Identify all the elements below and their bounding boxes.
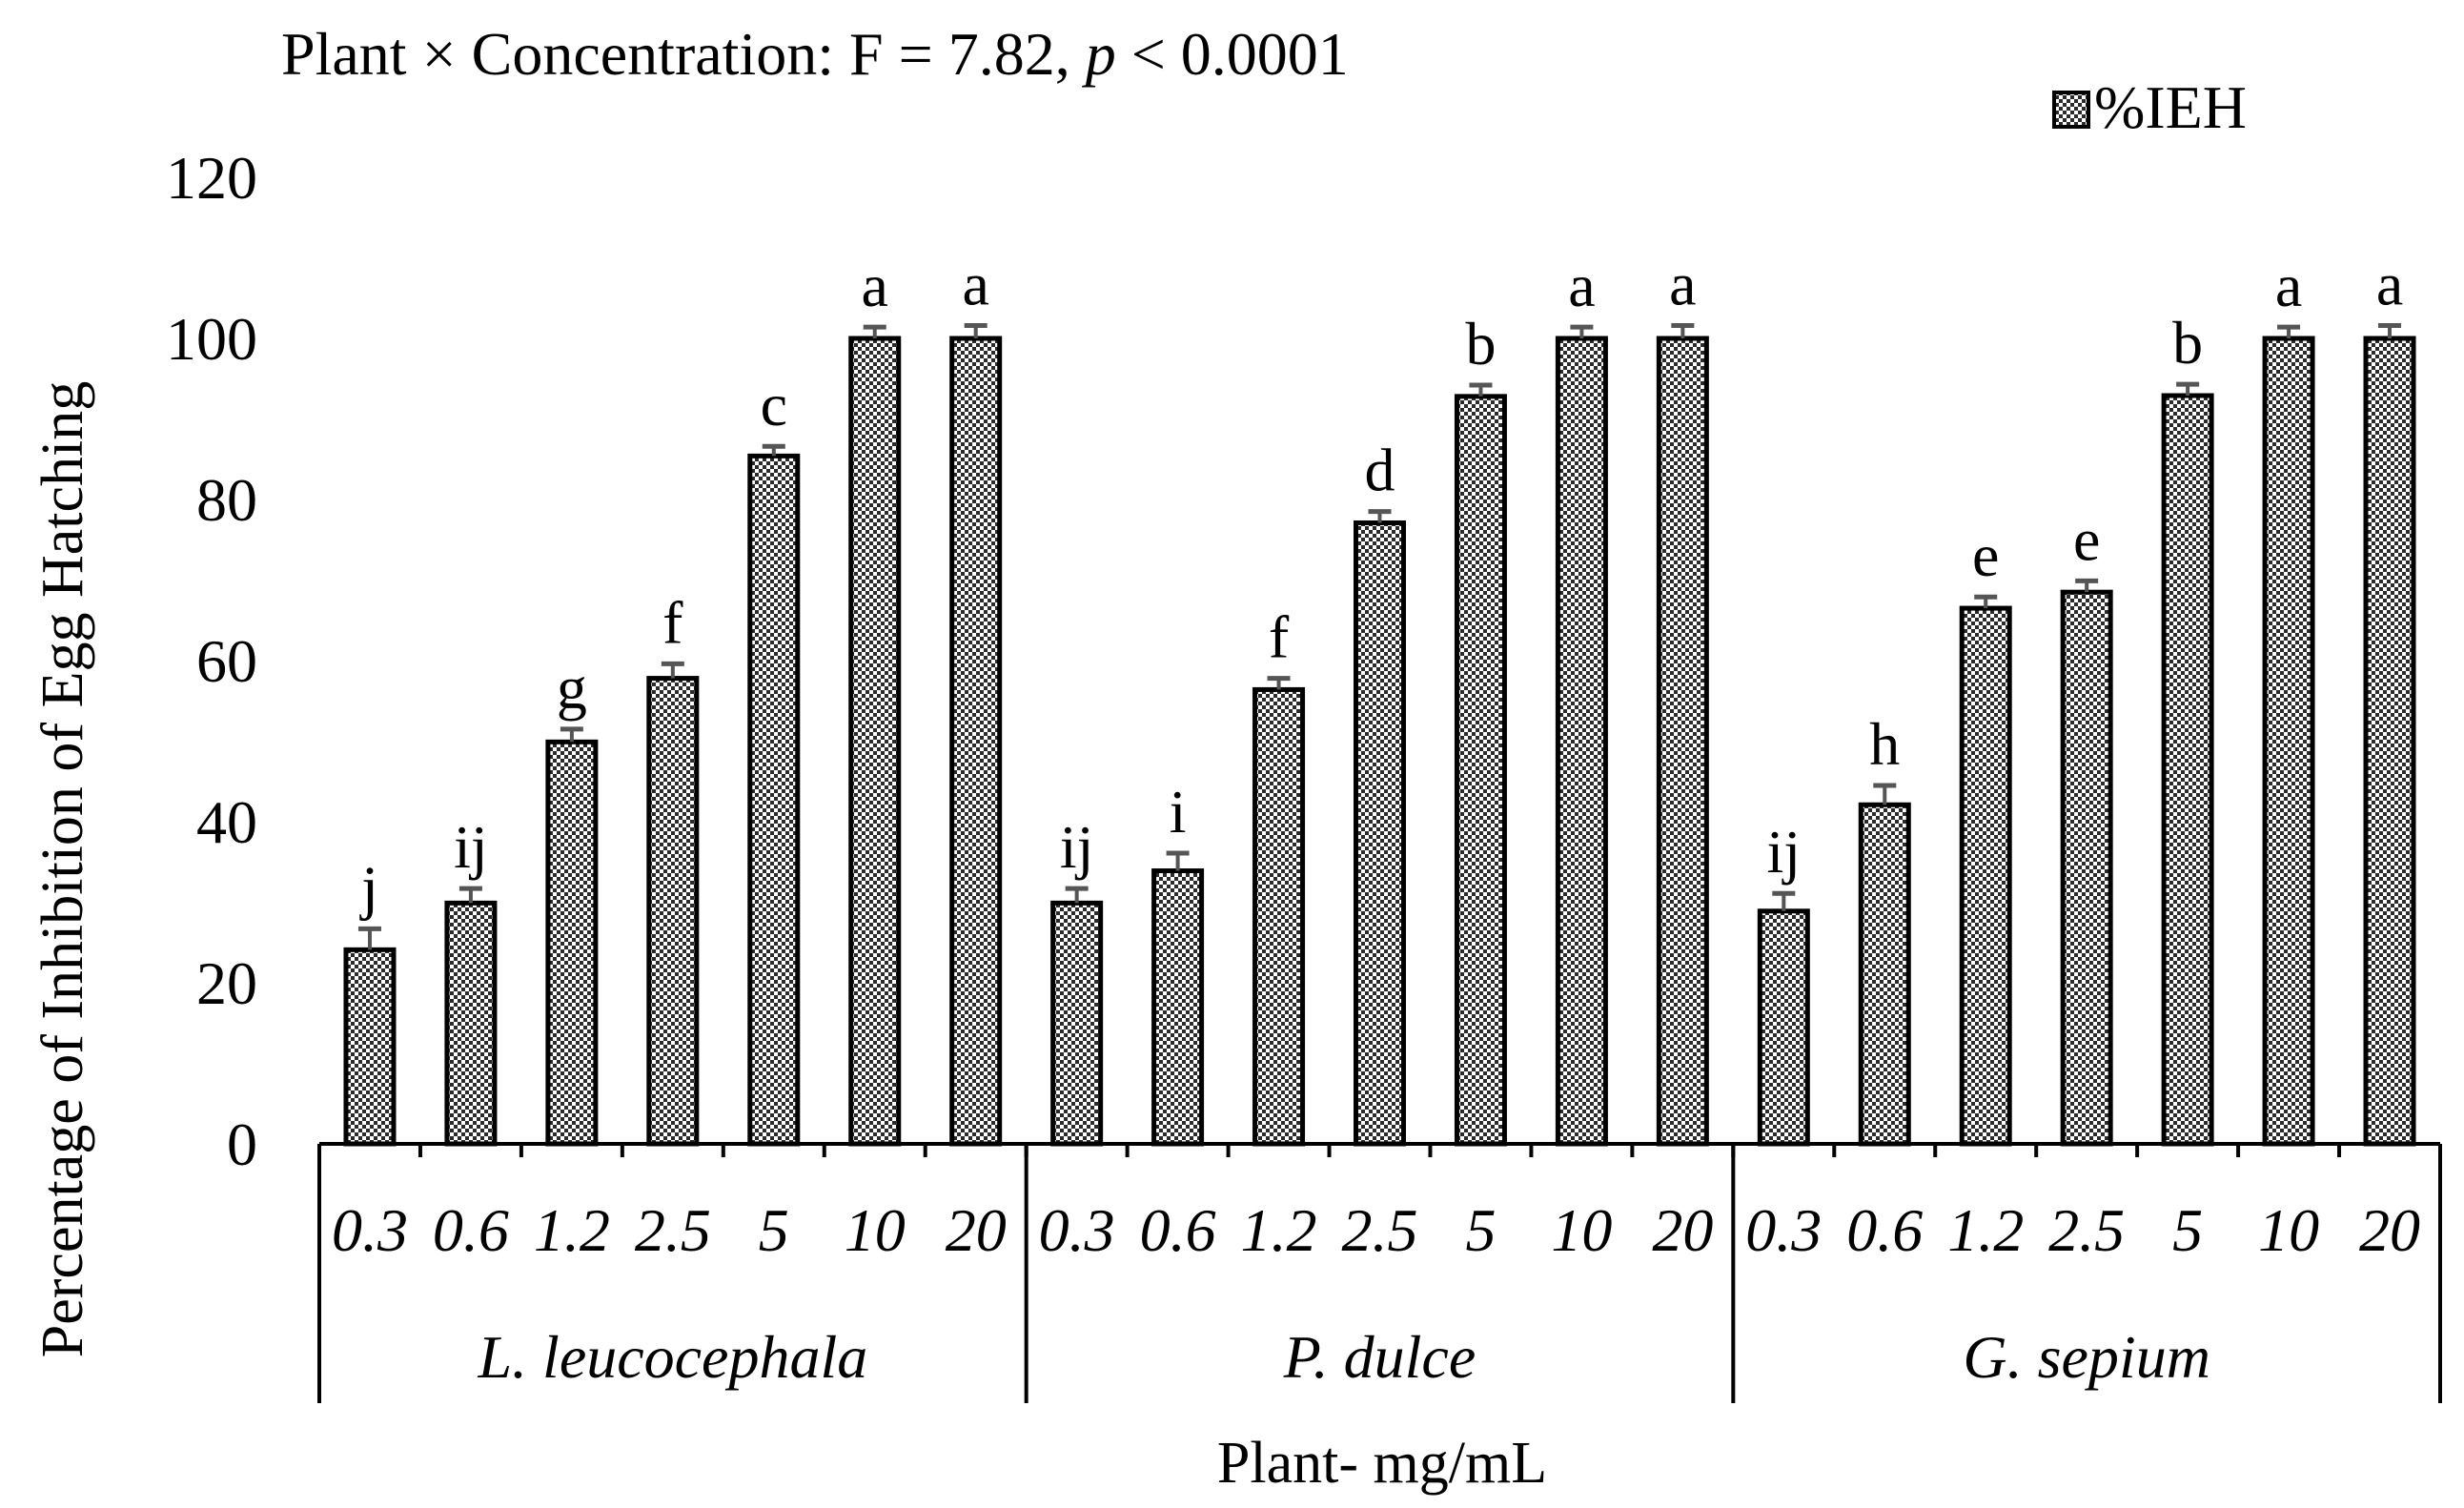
significance-letter: a <box>1669 250 1696 317</box>
significance-letter: d <box>1365 437 1395 504</box>
significance-letter: a <box>2376 250 2403 317</box>
y-tick-label: 0 <box>227 1111 257 1178</box>
significance-letter: a <box>2275 252 2302 319</box>
significance-letter: h <box>1869 710 1900 778</box>
x-tick-label: 1.2 <box>534 1196 610 1264</box>
x-tick-label: 5 <box>759 1196 789 1264</box>
x-tick-label: 20 <box>946 1196 1007 1264</box>
bar <box>1555 336 1608 1147</box>
x-tick-label: 2.5 <box>635 1196 711 1264</box>
significance-letter: a <box>862 252 888 319</box>
significance-letter: i <box>1170 778 1187 846</box>
bar <box>1656 336 1709 1147</box>
legend-label: %IEH <box>2094 73 2247 141</box>
y-tick-label: 20 <box>196 949 257 1017</box>
y-tick-label: 100 <box>166 305 257 373</box>
bar <box>2262 336 2315 1147</box>
chart-title-prefix: Plant × Concentration: F = 7.82, <box>281 20 1086 88</box>
bar <box>2060 589 2113 1147</box>
significance-letter: a <box>1568 252 1595 319</box>
x-tick-label: 10 <box>1551 1196 1612 1264</box>
bar <box>444 900 498 1147</box>
x-tick-label: 1.2 <box>1241 1196 1317 1264</box>
y-axis-ticks: 0 20 40 60 80 100 120 <box>166 144 257 1178</box>
y-tick-label: 80 <box>196 466 257 534</box>
bar <box>646 676 700 1147</box>
legend: %IEH <box>2052 73 2247 141</box>
x-tick-label: 20 <box>2359 1196 2420 1264</box>
significance-letter: ij <box>1767 818 1802 886</box>
y-tick-label: 120 <box>166 144 257 212</box>
x-axis: 0.3 0.6 1.2 2.5 5 10 20 L. leucocephala 0.3 0.6 1.… <box>317 1142 2442 1403</box>
bar <box>1050 900 1104 1147</box>
significance-letter: c <box>761 371 787 438</box>
group-label: G. sepium <box>1963 1323 2210 1391</box>
x-tick-label: 5 <box>2172 1196 2203 1264</box>
x-axis-label: Plant- mg/mL <box>1217 1431 1547 1496</box>
x-tick-label: 2.5 <box>2048 1196 2125 1264</box>
x-tick-label: 0.3 <box>1039 1196 1115 1264</box>
bar <box>1252 686 1306 1147</box>
chart-title-suffix: < 0.0001 <box>1116 20 1349 88</box>
x-tick-label: 0.6 <box>1846 1196 1923 1264</box>
y-tick-label: 60 <box>196 627 257 695</box>
significance-letter: ij <box>1060 813 1094 881</box>
significance-letter: b <box>1465 310 1496 377</box>
bar <box>1151 868 1205 1147</box>
x-tick-label: 1.2 <box>1947 1196 2024 1264</box>
x-tick-label: 0.3 <box>1745 1196 1822 1264</box>
x-tick-label: 20 <box>1652 1196 1713 1264</box>
group-label: P. dulce <box>1283 1323 1476 1391</box>
significance-letter: j <box>359 853 378 921</box>
bar <box>1959 605 2012 1147</box>
bar <box>1757 908 1810 1147</box>
y-tick-label: 40 <box>196 788 257 856</box>
significance-letter: f <box>1269 603 1290 671</box>
significance-letter: e <box>2073 505 2100 573</box>
bar <box>1354 520 1406 1147</box>
bar <box>2363 336 2416 1147</box>
x-tick-label: 5 <box>1465 1196 1496 1264</box>
x-tick-label: 0.6 <box>433 1196 509 1264</box>
group-label: L. leucocephala <box>477 1323 867 1391</box>
bar <box>1858 802 1911 1147</box>
x-tick-label: 0.3 <box>332 1196 408 1264</box>
bar <box>2161 393 2214 1147</box>
significance-letter: g <box>557 654 587 722</box>
significance-letter: b <box>2172 309 2203 377</box>
x-tick-label: 0.6 <box>1140 1196 1216 1264</box>
legend-swatch <box>2052 91 2090 129</box>
chart-title-p: p <box>1082 20 1116 88</box>
bar <box>1454 394 1507 1147</box>
bar <box>848 336 902 1147</box>
significance-letter: ij <box>454 813 488 881</box>
x-tick-label: 2.5 <box>1342 1196 1418 1264</box>
y-axis-label: Percentage of Inhibition of Egg Hatching <box>31 381 95 1357</box>
significance-letter: a <box>962 250 988 317</box>
x-tick-label: 10 <box>845 1196 906 1264</box>
bar <box>949 336 1003 1147</box>
bar <box>343 947 397 1147</box>
significance-letter: e <box>1972 521 1999 589</box>
x-tick-label: 10 <box>2258 1196 2319 1264</box>
bar <box>747 453 801 1147</box>
bar <box>545 739 599 1147</box>
chart-title: Plant × Concentration: F = 7.82, p < 0.0… <box>281 20 1349 88</box>
significance-letter: f <box>662 588 683 656</box>
